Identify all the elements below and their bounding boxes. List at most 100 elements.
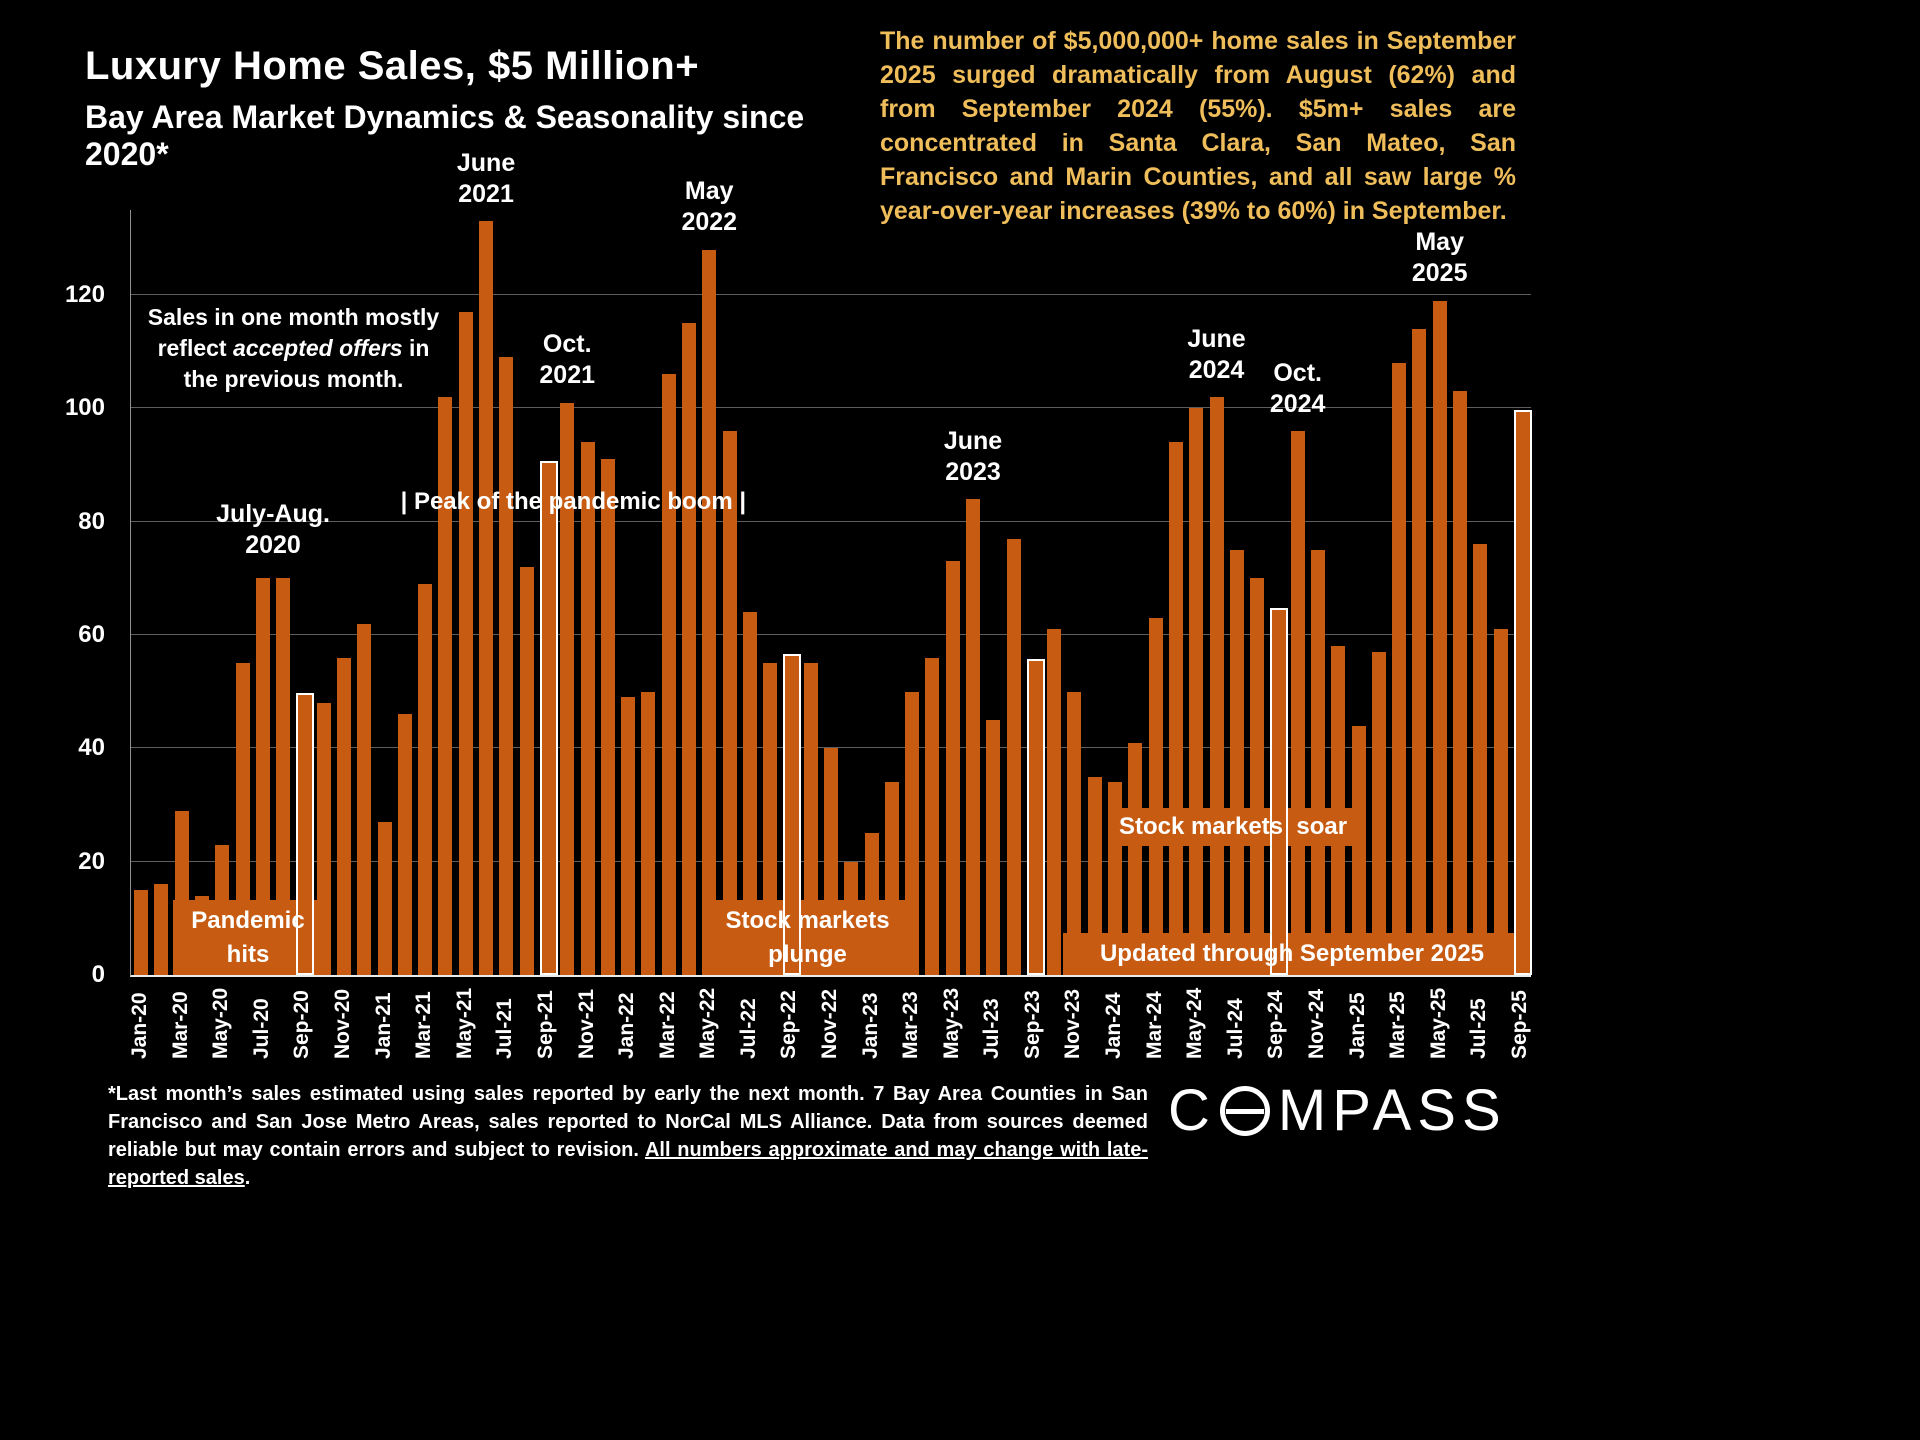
x-tick-label-Jan-20: Jan-20 xyxy=(128,992,152,1059)
bar-Oct-20 xyxy=(316,703,331,975)
x-tick-label-May-23: May-23 xyxy=(939,987,963,1059)
bar-Nov-22 xyxy=(824,748,838,975)
bar-Apr-22 xyxy=(681,323,696,975)
bar-Jul-23 xyxy=(986,720,1001,975)
page-title: Luxury Home Sales, $5 Million+ xyxy=(85,44,700,88)
bar-May-23 xyxy=(945,561,960,975)
bar-Sep-21 xyxy=(539,461,558,975)
bar-Dec-22 xyxy=(844,861,859,975)
bar-Oct-21 xyxy=(560,402,575,975)
chart-note-line: Sales in one month mostly xyxy=(147,304,440,330)
bar-Nov-20 xyxy=(337,657,352,975)
bar-Aug-24 xyxy=(1250,578,1265,975)
stock-markets-plunge-label: Stock markets plunge xyxy=(725,906,890,968)
chart-annotation: June 2023 xyxy=(943,426,1003,486)
y-tick-label-120: 120 xyxy=(64,281,105,308)
bar-May-25 xyxy=(1432,300,1447,975)
bar-Jun-25 xyxy=(1452,391,1467,975)
x-tick-label-May-25: May-25 xyxy=(1426,987,1450,1059)
bar-Oct-24 xyxy=(1290,431,1305,975)
bar-Mar-25 xyxy=(1392,363,1407,975)
bar-Apr-20 xyxy=(195,895,209,975)
x-tick-label-Mar-21: Mar-21 xyxy=(412,991,436,1059)
compass-logo: C MPASS xyxy=(1168,1082,1507,1140)
bar-Mar-24 xyxy=(1148,618,1163,975)
gridline-120 xyxy=(131,294,1531,295)
bar-Apr-21 xyxy=(438,397,453,975)
x-tick-label-Jan-23: Jan-23 xyxy=(858,992,882,1059)
footnote: *Last month’s sales estimated using sale… xyxy=(108,1083,1148,1189)
y-tick-label-100: 100 xyxy=(64,394,105,422)
chart-note: Sales in one month mostly reflect accept… xyxy=(136,302,451,395)
bar-Sep-24 xyxy=(1270,608,1289,975)
y-axis: 0 20 40 60 80 100 120 xyxy=(40,210,115,988)
bar-Jan-21 xyxy=(377,822,392,975)
x-tick-label-May-20: May-20 xyxy=(209,987,233,1059)
bar-Jun-23 xyxy=(966,499,981,975)
header: Luxury Home Sales, $5 Million+ Bay Area … xyxy=(85,44,865,173)
x-tick-label-Jan-25: Jan-25 xyxy=(1345,992,1369,1059)
bar-Apr-24 xyxy=(1168,442,1183,975)
chart-annotation: June 2024 xyxy=(1187,324,1246,384)
x-tick-label-May-22: May-22 xyxy=(696,987,720,1059)
y-tick-label-40: 40 xyxy=(78,734,105,762)
bar-Aug-21 xyxy=(519,567,534,975)
x-tick-label-Jul-24: Jul-24 xyxy=(1223,998,1247,1059)
bar-Sep-23 xyxy=(1026,659,1045,975)
x-tick-label-Jan-24: Jan-24 xyxy=(1102,992,1126,1059)
bar-May-24 xyxy=(1189,408,1204,975)
bar-Apr-23 xyxy=(925,657,940,975)
x-tick-label-Sep-22: Sep-22 xyxy=(777,990,801,1059)
bar-Mar-23 xyxy=(905,691,920,975)
x-tick-label-Nov-24: Nov-24 xyxy=(1304,988,1328,1059)
bar-Jul-22 xyxy=(742,612,757,975)
x-tick-label-Jul-21: Jul-21 xyxy=(493,998,517,1059)
bar-Nov-23 xyxy=(1067,691,1082,975)
bar-Dec-20 xyxy=(357,623,372,975)
bar-Jan-20 xyxy=(134,890,149,975)
peak-banner: | Peak of the pandemic boom | xyxy=(400,488,747,515)
bar-May-22 xyxy=(702,249,717,975)
x-tick-label-Jul-22: Jul-22 xyxy=(736,998,760,1059)
bar-Jan-24 xyxy=(1108,782,1123,975)
bar-Nov-21 xyxy=(580,442,595,975)
bar-May-20 xyxy=(215,844,230,975)
bar-Mar-21 xyxy=(418,584,433,975)
x-tick-label-Mar-25: Mar-25 xyxy=(1386,991,1410,1059)
bar-Jul-24 xyxy=(1229,550,1244,975)
bar-Feb-21 xyxy=(397,714,412,975)
x-tick-label-May-21: May-21 xyxy=(452,987,476,1059)
stock-markets-soar-label: Stock markets soar xyxy=(1118,813,1348,840)
bar-Sep-22 xyxy=(783,653,802,975)
x-tick-label-Jul-20: Jul-20 xyxy=(249,998,273,1059)
gridline-100 xyxy=(131,407,1531,409)
bar-Mar-20 xyxy=(174,810,189,975)
chart-annotation: June 2021 xyxy=(456,149,516,208)
bar-Apr-25 xyxy=(1412,329,1427,975)
bar-Jan-23 xyxy=(864,833,879,975)
bar-Feb-23 xyxy=(884,782,899,975)
x-tick-label-Sep-23: Sep-23 xyxy=(1020,990,1044,1059)
bar-Jun-24 xyxy=(1209,397,1224,975)
bar-Oct-23 xyxy=(1047,629,1062,975)
bar-Jun-20 xyxy=(235,663,250,975)
x-tick-label-Mar-23: Mar-23 xyxy=(899,991,923,1059)
bar-Jul-20 xyxy=(255,578,270,975)
x-tick-label-Nov-20: Nov-20 xyxy=(331,988,355,1059)
x-tick-label-Nov-21: Nov-21 xyxy=(574,988,598,1059)
chart-plot-area: Sales in one month mostly reflect accept… xyxy=(130,149,1532,977)
gridline-40 xyxy=(131,747,1531,749)
bar-May-21 xyxy=(458,312,473,975)
bar-Nov-24 xyxy=(1310,550,1325,975)
x-tick-label-Jul-23: Jul-23 xyxy=(980,998,1004,1059)
page-subtitle: Bay Area Market Dynamics & Seasonality s… xyxy=(85,99,805,172)
bar-Feb-20 xyxy=(154,884,169,975)
x-tick-label-Nov-22: Nov-22 xyxy=(818,988,841,1059)
bar-Oct-22 xyxy=(803,663,818,975)
chart-annotation: May 2025 xyxy=(1411,228,1468,288)
footnote-underlined: All numbers approximate and may change w… xyxy=(108,1139,1148,1189)
bar-Aug-23 xyxy=(1006,538,1021,975)
x-tick-label-Jul-25: Jul-25 xyxy=(1467,998,1491,1059)
bar-Feb-22 xyxy=(641,691,656,975)
